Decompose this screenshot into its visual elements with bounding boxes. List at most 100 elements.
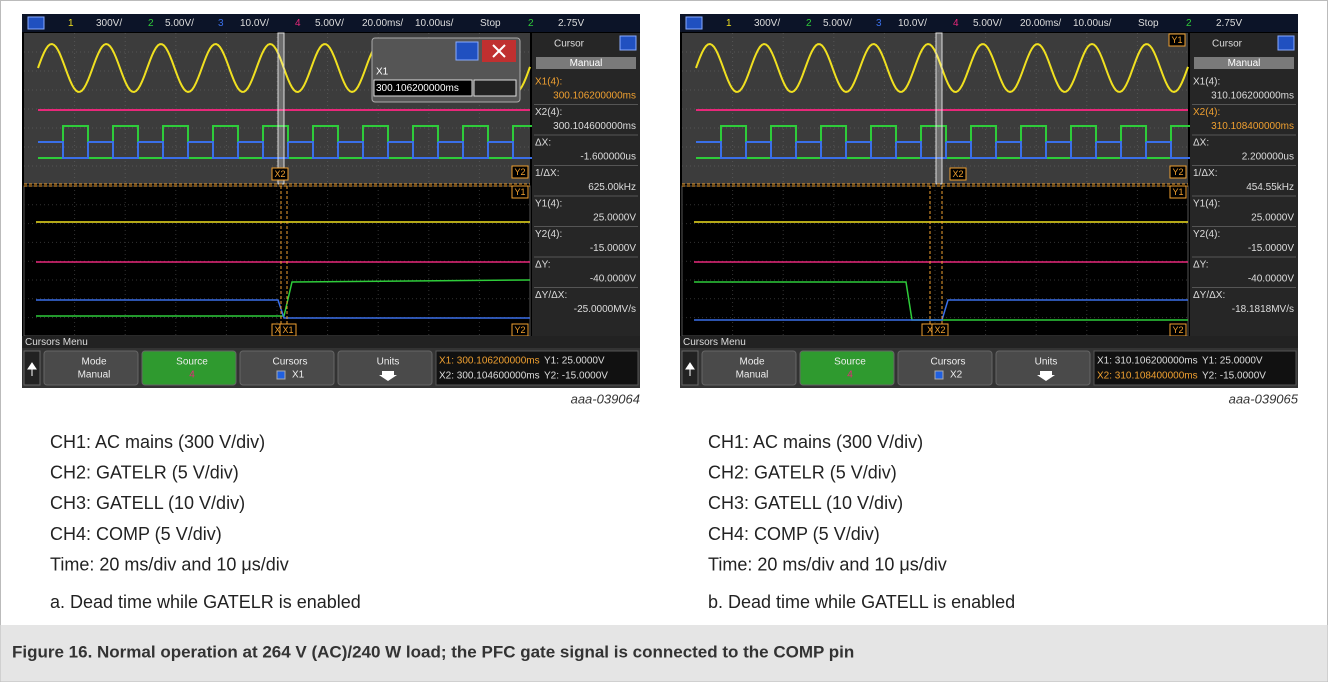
- cursor-panel-title: Cursor: [554, 39, 585, 50]
- readout-line: Y1: 25.0000V: [1202, 356, 1263, 367]
- cursor-marker: X2: [274, 169, 285, 179]
- legend-line: CH1: AC mains (300 V/div): [708, 432, 923, 452]
- softkey-value: 4: [847, 370, 853, 381]
- top-bar-item: Stop: [480, 18, 501, 29]
- cursor-item-label: Y1(4):: [1193, 199, 1220, 210]
- cursor-item-label: ΔY:: [1193, 260, 1209, 271]
- cursor-marker: Y2: [1172, 167, 1183, 177]
- menu-title-bar: [22, 336, 640, 348]
- softkey-value: X2: [950, 370, 963, 381]
- menu-icon: [27, 16, 45, 30]
- readout: [1093, 350, 1297, 386]
- cursor-item-label: Y2(4):: [1193, 229, 1220, 240]
- readout-line: X1: 300.106200000ms: [439, 356, 540, 367]
- figure-id: aaa-039065: [1229, 391, 1299, 406]
- cursor-marker: Y2: [1172, 325, 1183, 335]
- cursor-panel: [532, 33, 640, 336]
- readout: [435, 350, 639, 386]
- cursor-marker: X2: [934, 325, 945, 335]
- legend-line: CH2: GATELR (5 V/div): [50, 462, 239, 482]
- down-arrow: [379, 371, 397, 381]
- cursor-item-label: X2(4):: [535, 107, 562, 118]
- ch3-zoom: [694, 299, 1188, 321]
- cursor-marker-box: [271, 167, 289, 181]
- popup-arrows: [473, 79, 517, 97]
- top-bar-item: 5.00V/: [315, 18, 344, 29]
- cursor-item-value: 310.108400000ms: [1211, 121, 1294, 132]
- top-bar-item: 10.0V/: [898, 18, 927, 29]
- softkey-value: 4: [189, 370, 195, 381]
- cursor-item-value: -40.0000V: [590, 274, 636, 285]
- cursor-marker: X1: [282, 325, 293, 335]
- softkey-value: X1: [292, 370, 305, 381]
- softkey: [337, 350, 433, 386]
- menu-icon: [685, 16, 703, 30]
- readout-line: Y2: -15.0000V: [544, 371, 608, 382]
- cursor-item-value: -40.0000V: [1248, 274, 1294, 285]
- cursor-item-label: X1(4):: [1193, 77, 1220, 88]
- top-bar: [680, 14, 1298, 32]
- softkey-label: Units: [1035, 357, 1058, 368]
- popup-label: X1: [376, 67, 389, 78]
- cursor-item-label: ΔX:: [535, 138, 551, 149]
- mode-value: Manual: [570, 58, 603, 69]
- cursor-item-value: 625.00kHz: [588, 182, 636, 193]
- top-bar-item: 2: [148, 18, 154, 29]
- cursor-marker-box: [511, 185, 529, 199]
- cursor-item-value: -18.1818MV/s: [1232, 304, 1294, 315]
- softkey-value: Manual: [736, 370, 769, 381]
- popup-value: 300.106200000ms: [376, 83, 459, 94]
- figure-caption: Figure 16. Normal operation at 264 V (AC…: [12, 642, 854, 661]
- softkey: [141, 350, 237, 386]
- back-arrow: [685, 362, 695, 376]
- softkey: [897, 350, 993, 386]
- cursor-marker: X2: [952, 169, 963, 179]
- cursor-marker-box: [1169, 185, 1187, 199]
- cursor-item-value: 300.104600000ms: [553, 121, 636, 132]
- top-bar-item: 2: [1186, 18, 1192, 29]
- cursor-item-label: ΔY/ΔX:: [1193, 290, 1225, 301]
- top-bar-item: 10.0V/: [240, 18, 269, 29]
- readout-line: X1: 310.106200000ms: [1097, 356, 1198, 367]
- cursor-item-label: ΔY/ΔX:: [535, 290, 567, 301]
- top-bar-item: 5.00V/: [823, 18, 852, 29]
- top-bar-item: 20.00ms/: [1020, 18, 1061, 29]
- softkey-label: Units: [377, 357, 400, 368]
- softkey-value: Manual: [78, 370, 111, 381]
- checkbox: [934, 370, 944, 380]
- cursor-marker: Y2: [514, 325, 525, 335]
- ch2-zoom: [694, 281, 1188, 321]
- softkey-label: Mode: [81, 357, 106, 368]
- cursor-item-value: 2.200000us: [1242, 152, 1294, 163]
- ch3-trace: [38, 141, 539, 159]
- top-bar-item: 5.00V/: [973, 18, 1002, 29]
- top-bar-item: 4: [295, 18, 301, 29]
- cursor-marker: Y1: [514, 187, 525, 197]
- softkey-label: Cursors: [930, 357, 965, 368]
- checkbox: [276, 370, 286, 380]
- top-bar-item: 3: [218, 18, 224, 29]
- top-bar-item: 2.75V: [558, 18, 584, 29]
- softkey: [239, 350, 335, 386]
- cursor-item-value: -1.600000us: [580, 152, 636, 163]
- panel-icon: [1277, 35, 1295, 51]
- ch3-trace: [696, 141, 1197, 159]
- cursor-item-value: 25.0000V: [593, 213, 636, 224]
- legend-line: CH4: COMP (5 V/div): [50, 524, 222, 544]
- cursor-marker: Y1: [1172, 187, 1183, 197]
- cursor-item-label: 1/ΔX:: [1193, 168, 1217, 179]
- top-bar-item: 10.00us/: [415, 18, 454, 29]
- cursor-panel-title: Cursor: [1212, 39, 1243, 50]
- menu-title: Cursors Menu: [25, 337, 88, 348]
- popup-field: [373, 79, 473, 97]
- top-bar-item: 20.00ms/: [362, 18, 403, 29]
- cursor-item-label: Y2(4):: [535, 229, 562, 240]
- readout-line: Y1: 25.0000V: [544, 356, 605, 367]
- softkey-label: Mode: [739, 357, 764, 368]
- softkey: [995, 350, 1091, 386]
- legend-line: CH4: COMP (5 V/div): [708, 524, 880, 544]
- softkey: [701, 350, 797, 386]
- zoom-window: [277, 32, 285, 185]
- softkey-label: Cursors: [272, 357, 307, 368]
